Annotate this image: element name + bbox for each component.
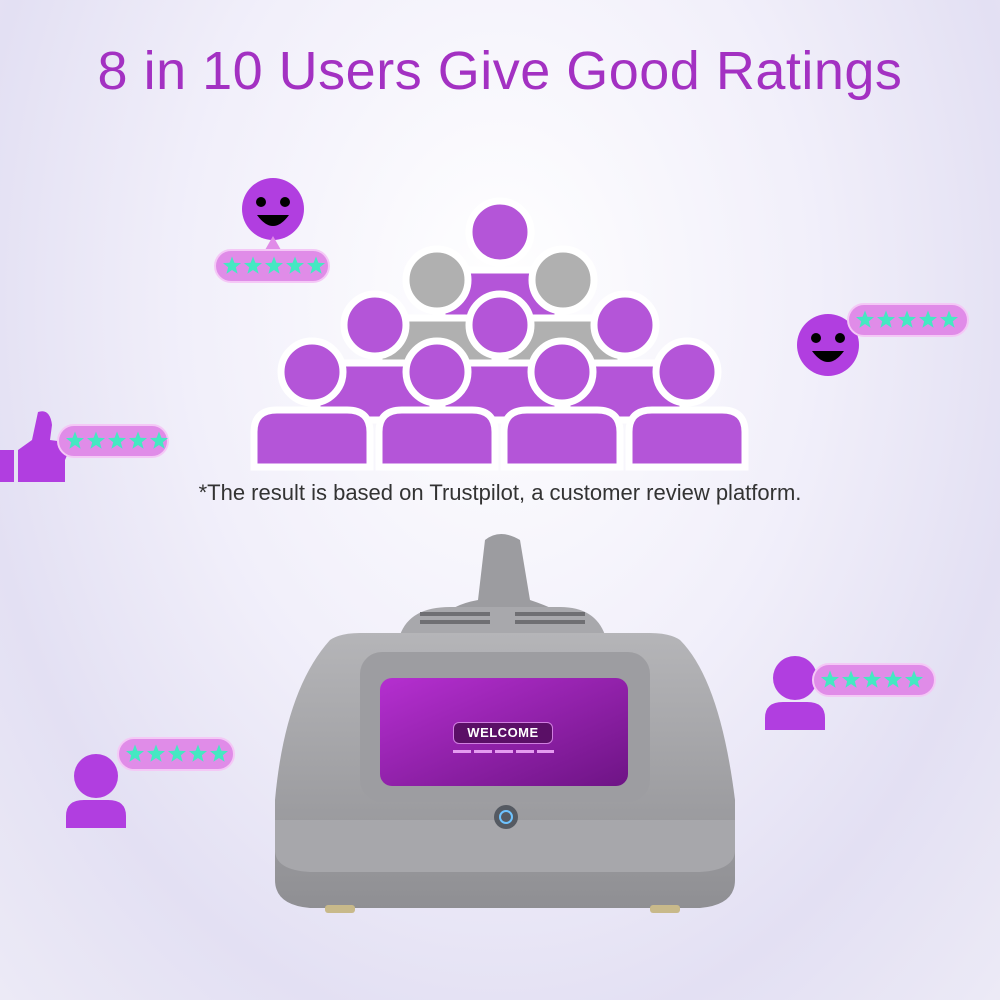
person-icon xyxy=(625,337,749,471)
star-icon xyxy=(884,670,902,688)
star-icon xyxy=(244,256,262,274)
star-icon xyxy=(905,670,923,688)
star-icon xyxy=(126,744,144,762)
star-icon xyxy=(223,256,241,274)
star-icon xyxy=(66,431,84,449)
star-icon xyxy=(87,431,105,449)
rating-badge xyxy=(765,656,936,730)
person-icon xyxy=(375,337,499,471)
headline: 8 in 10 Users Give Good Ratings xyxy=(97,41,903,101)
star-icon xyxy=(940,310,958,328)
star-icon xyxy=(898,310,916,328)
star-icon xyxy=(147,744,165,762)
smiley-face-icon xyxy=(797,314,859,376)
user-icon xyxy=(765,656,825,730)
device-screen-welcome: WELCOME xyxy=(453,722,553,744)
star-icon xyxy=(877,310,895,328)
star-icon xyxy=(129,431,147,449)
rating-badge xyxy=(66,737,235,828)
footnote: *The result is based on Trustpilot, a cu… xyxy=(198,480,802,505)
star-icon xyxy=(856,310,874,328)
rating-badge xyxy=(797,303,969,376)
star-icon xyxy=(863,670,881,688)
star-icon xyxy=(150,431,168,449)
smiley-face-icon xyxy=(242,178,304,240)
star-icon xyxy=(919,310,937,328)
star-icon xyxy=(168,744,186,762)
person-icon xyxy=(250,337,374,471)
star-icon xyxy=(108,431,126,449)
star-icon xyxy=(307,256,325,274)
user-crowd xyxy=(250,197,749,471)
rating-badge xyxy=(214,178,330,283)
star-icon xyxy=(842,670,860,688)
star-icon xyxy=(210,744,228,762)
thumbs-up-icon xyxy=(0,411,68,482)
user-icon xyxy=(66,754,126,828)
star-icon xyxy=(821,670,839,688)
star-icon xyxy=(189,744,207,762)
star-icon xyxy=(265,256,283,274)
rating-badge xyxy=(0,411,169,482)
star-icon xyxy=(286,256,304,274)
power-icon xyxy=(494,805,518,829)
person-icon xyxy=(500,337,624,471)
